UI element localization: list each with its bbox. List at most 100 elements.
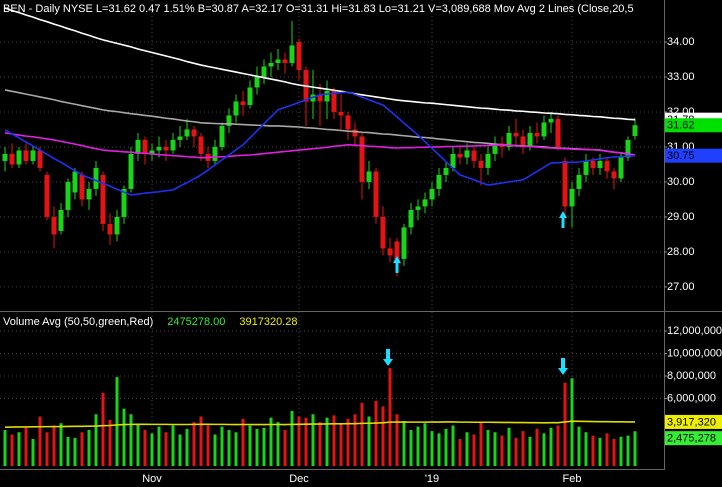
volume-bar <box>3 430 7 466</box>
candle-body <box>282 59 288 63</box>
volume-bar <box>199 416 203 466</box>
candle-body <box>107 223 113 235</box>
candle-body <box>541 122 547 137</box>
candle-body <box>86 188 92 200</box>
candle-body <box>212 146 218 161</box>
candle-body <box>429 188 435 200</box>
volume-bar <box>598 437 602 466</box>
y-tick-label: 12,000,000 <box>667 325 722 337</box>
volume-bar <box>73 437 77 466</box>
last-value-label: 30.75 <box>667 150 695 162</box>
volume-bar <box>423 423 427 466</box>
candle-body <box>632 125 638 137</box>
volume-bar <box>416 426 420 466</box>
x-tick-label: Dec <box>289 473 309 485</box>
candle-body <box>380 216 386 249</box>
volume-bar <box>346 418 350 466</box>
candle-body <box>268 62 274 67</box>
down-arrow <box>383 349 393 366</box>
volume-bar <box>17 432 21 466</box>
volume-bar <box>542 433 546 466</box>
candle-body <box>450 153 456 168</box>
candle-body <box>597 160 603 168</box>
volume-bar <box>633 431 637 466</box>
volume-bar <box>374 400 378 466</box>
candle-body <box>576 174 582 189</box>
volume-bar <box>178 434 182 466</box>
candle-body <box>261 66 267 77</box>
candle-body <box>16 150 22 165</box>
last-value-box <box>665 431 722 446</box>
up-arrow <box>393 256 401 273</box>
candle-body <box>198 136 204 154</box>
candle-body <box>436 174 442 189</box>
volume-bar <box>437 433 441 466</box>
volume-bar <box>304 417 308 466</box>
volume-bar <box>486 430 490 466</box>
volume-bar <box>31 439 35 466</box>
panel-title: Volume Avg (50,50,green,Red) <box>3 316 153 328</box>
volume-bar <box>192 422 196 466</box>
volume-bar <box>360 403 364 466</box>
x-tick-label: Nov <box>142 473 162 485</box>
y-tick-label: 8,000,000 <box>667 370 716 382</box>
volume-bar <box>185 428 189 466</box>
chart-title: BEN - Daily NYSE L=31.62 0.47 1.51% B=30… <box>3 3 634 15</box>
candle-body <box>618 157 624 179</box>
moving-average-line <box>4 132 636 159</box>
volume-bar <box>332 415 336 466</box>
candle-body <box>562 160 568 207</box>
candle-body <box>583 160 589 175</box>
volume-bar <box>591 435 595 466</box>
volume-bar <box>262 427 266 466</box>
candle-body <box>30 150 36 161</box>
volume-bar <box>584 432 588 466</box>
volume-bar <box>612 439 616 466</box>
volume-bar <box>129 414 133 466</box>
candle-body <box>345 115 351 130</box>
candle-body <box>569 188 575 207</box>
candle-body <box>534 132 540 137</box>
volume-bar <box>227 430 231 466</box>
volume-bar <box>45 432 49 466</box>
volume-bar <box>122 408 126 466</box>
candle-body <box>191 129 197 137</box>
volume-bar <box>619 436 623 466</box>
volume-bar <box>514 437 518 466</box>
volume-bar <box>528 436 532 466</box>
volume-bar <box>402 421 406 466</box>
y-tick-label: 6,000,000 <box>667 392 716 404</box>
volume-bar <box>255 428 259 466</box>
moving-average-line <box>4 420 636 428</box>
candle-body <box>408 209 414 228</box>
volume-bar <box>297 416 301 466</box>
volume-bar <box>549 427 553 466</box>
volume-bar <box>269 417 273 466</box>
volume-bar <box>605 433 609 466</box>
candle-body <box>114 216 120 235</box>
volume-bar <box>150 433 154 466</box>
volume-bar <box>311 414 315 466</box>
volume-bar <box>409 430 413 466</box>
candle-body <box>2 153 8 161</box>
x-tick-label: '19 <box>425 473 439 485</box>
y-tick-label: 33.00 <box>667 71 695 83</box>
candle-body <box>9 153 15 165</box>
candle-body <box>625 139 631 158</box>
candle-body <box>289 45 295 63</box>
candle-body <box>121 188 127 217</box>
volume-bar <box>458 439 462 466</box>
volume-bar <box>87 430 91 466</box>
candle-body <box>240 101 246 105</box>
arrows <box>383 211 568 375</box>
volume-bar <box>500 435 504 466</box>
volume-bar <box>234 432 238 466</box>
volume-bar <box>339 423 343 466</box>
candle-body <box>471 150 477 161</box>
candle-body <box>226 115 232 126</box>
candle-body <box>247 87 253 105</box>
candle-body <box>485 153 491 168</box>
volume-bar <box>381 406 385 466</box>
candle-body <box>611 171 617 179</box>
